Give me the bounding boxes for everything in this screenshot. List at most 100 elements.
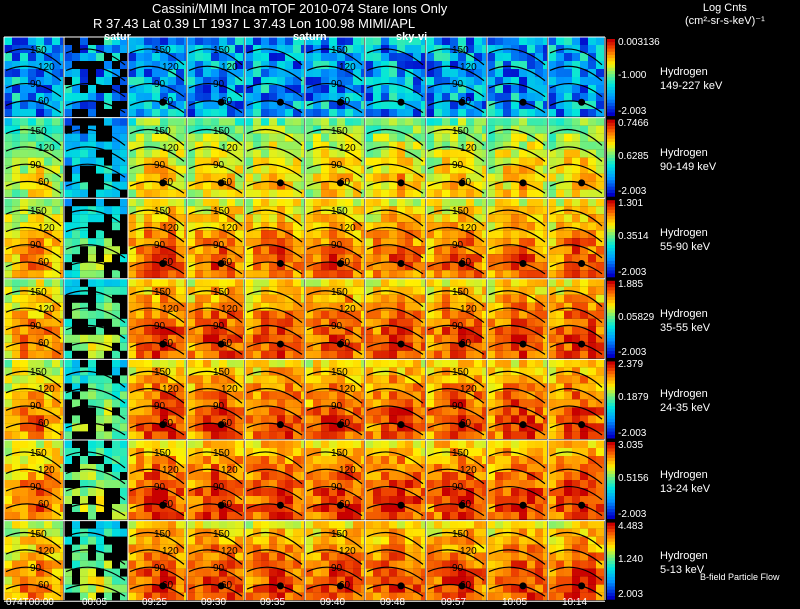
pixel bbox=[227, 109, 235, 117]
pixel bbox=[144, 53, 152, 61]
pixel bbox=[72, 359, 80, 368]
pixel bbox=[245, 318, 253, 327]
contour-line bbox=[129, 82, 185, 98]
pixel bbox=[329, 37, 337, 45]
pixel bbox=[487, 488, 495, 496]
pixel bbox=[321, 37, 329, 45]
pixel bbox=[426, 286, 434, 295]
pixel bbox=[12, 101, 20, 109]
pixel bbox=[421, 214, 425, 223]
pixel bbox=[227, 464, 235, 472]
pixel bbox=[405, 496, 413, 504]
pixel bbox=[434, 496, 442, 504]
pixel bbox=[442, 512, 450, 520]
pixel bbox=[168, 278, 176, 287]
pixel bbox=[442, 246, 450, 255]
pixel bbox=[96, 286, 104, 295]
pixel bbox=[450, 198, 458, 207]
pixel bbox=[535, 149, 543, 158]
pixel bbox=[168, 431, 176, 439]
pixel bbox=[4, 69, 12, 77]
pixel bbox=[4, 383, 12, 392]
pixel bbox=[243, 214, 244, 223]
pixel bbox=[556, 101, 564, 109]
pixel bbox=[389, 496, 397, 504]
pixel bbox=[474, 141, 482, 150]
pixel bbox=[176, 270, 184, 278]
pixel bbox=[160, 238, 168, 247]
pixel bbox=[120, 342, 127, 351]
pixel bbox=[548, 367, 556, 376]
pixel bbox=[44, 472, 52, 480]
pixel bbox=[4, 350, 12, 359]
pixel bbox=[564, 53, 572, 61]
pixel bbox=[235, 141, 243, 150]
pixel bbox=[64, 133, 72, 142]
pixel bbox=[72, 262, 80, 271]
pixel bbox=[373, 230, 381, 239]
pixel bbox=[556, 440, 564, 448]
pixel bbox=[128, 407, 136, 416]
pixel bbox=[60, 318, 63, 327]
pixel bbox=[596, 61, 604, 69]
contour-line bbox=[306, 261, 363, 275]
pixel bbox=[184, 440, 186, 448]
pixel bbox=[285, 334, 293, 343]
pixel bbox=[519, 125, 527, 134]
pixel bbox=[277, 61, 285, 69]
pixel bbox=[548, 480, 556, 488]
pixel bbox=[511, 350, 519, 359]
pixel bbox=[176, 440, 184, 448]
pixel bbox=[184, 141, 186, 150]
pixel bbox=[293, 391, 301, 400]
pixel bbox=[301, 472, 304, 480]
pixel bbox=[36, 560, 44, 569]
pixel bbox=[596, 342, 604, 351]
pixel bbox=[474, 262, 482, 271]
contour-line bbox=[246, 261, 303, 275]
pixel bbox=[548, 334, 556, 343]
pixel bbox=[413, 149, 421, 158]
pixel bbox=[203, 117, 211, 126]
pixel bbox=[321, 61, 329, 69]
pixel bbox=[152, 342, 160, 351]
pixel bbox=[12, 270, 20, 278]
pixel bbox=[203, 173, 211, 182]
pixel bbox=[4, 198, 12, 207]
pixel bbox=[321, 53, 329, 61]
pixel bbox=[60, 342, 63, 351]
pixel bbox=[144, 109, 152, 117]
pixel bbox=[28, 456, 36, 464]
pixel bbox=[495, 173, 503, 182]
pixel bbox=[361, 334, 364, 343]
pixel bbox=[187, 286, 195, 295]
pixel bbox=[305, 431, 313, 439]
saturn-marker bbox=[397, 179, 405, 187]
pixel bbox=[12, 45, 20, 53]
pixel bbox=[564, 342, 572, 351]
pixel bbox=[572, 431, 580, 439]
pixel bbox=[353, 383, 361, 392]
contour-line bbox=[306, 422, 363, 436]
pixel bbox=[413, 230, 421, 239]
pixel bbox=[466, 45, 474, 53]
pixel bbox=[301, 77, 304, 85]
contour-line bbox=[129, 405, 185, 420]
pixel bbox=[52, 173, 60, 182]
pixel bbox=[277, 133, 285, 142]
contour-line bbox=[188, 388, 243, 404]
image-cell-6-6 bbox=[305, 440, 364, 520]
pixel bbox=[426, 496, 434, 504]
pixel bbox=[397, 238, 405, 247]
contour-line bbox=[488, 244, 546, 259]
pixel bbox=[381, 53, 389, 61]
pixel bbox=[293, 440, 301, 448]
pixel bbox=[4, 326, 12, 335]
pixel bbox=[4, 133, 12, 142]
pixel bbox=[195, 407, 203, 416]
pixel bbox=[261, 407, 269, 416]
pixel bbox=[136, 310, 144, 319]
pixel bbox=[345, 198, 353, 207]
pixel bbox=[211, 512, 219, 520]
pixel bbox=[373, 53, 381, 61]
